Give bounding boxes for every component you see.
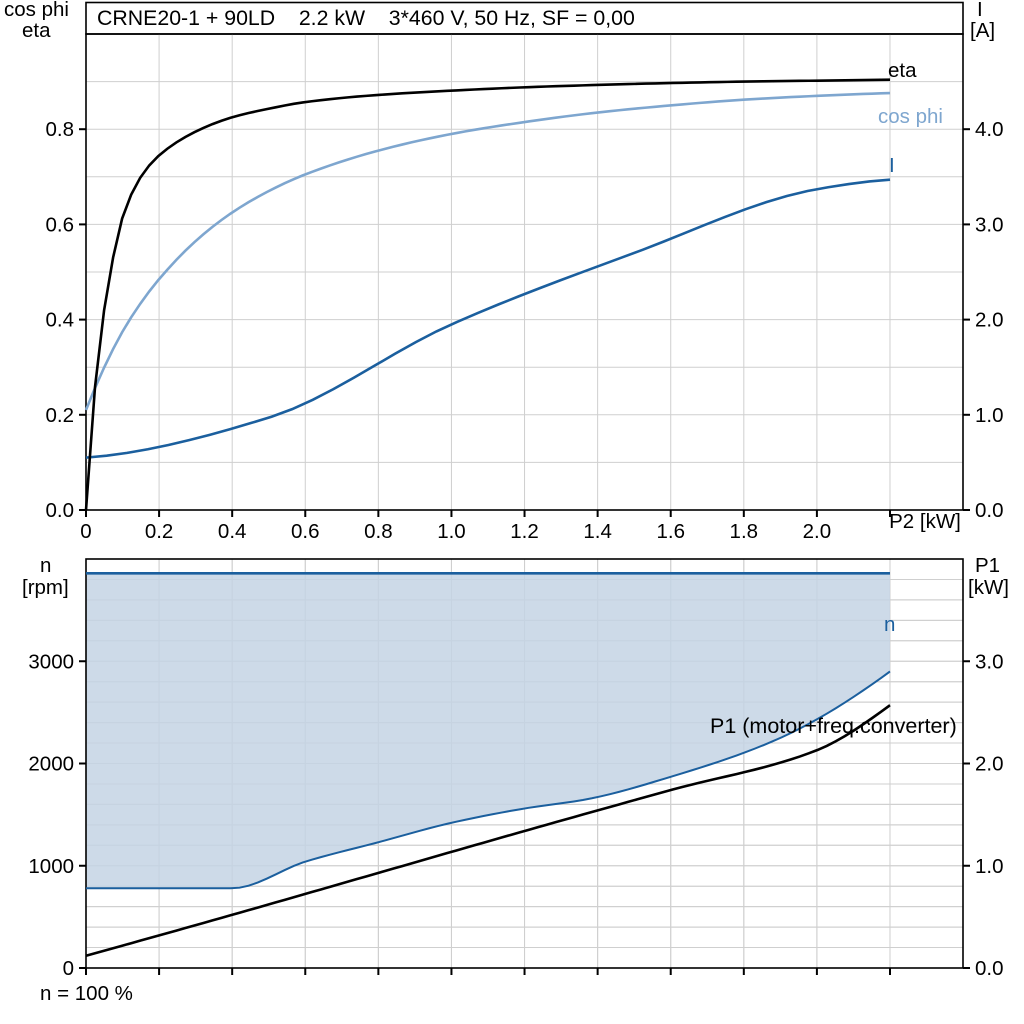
svg-text:4.0: 4.0 bbox=[975, 118, 1004, 141]
svg-text:3000: 3000 bbox=[28, 650, 74, 673]
svg-text:1.0: 1.0 bbox=[437, 520, 466, 543]
svg-text:1.2: 1.2 bbox=[510, 520, 539, 543]
svg-text:0.6: 0.6 bbox=[291, 520, 320, 543]
svg-text:0.6: 0.6 bbox=[46, 213, 75, 236]
svg-text:eta: eta bbox=[888, 59, 917, 82]
svg-text:0.0: 0.0 bbox=[46, 499, 75, 522]
svg-text:[kW]: [kW] bbox=[968, 576, 1009, 599]
svg-text:n: n bbox=[40, 554, 51, 577]
svg-text:cos phi: cos phi bbox=[878, 105, 943, 128]
svg-text:3.0: 3.0 bbox=[975, 213, 1004, 236]
svg-text:0.4: 0.4 bbox=[46, 309, 75, 332]
svg-text:1.8: 1.8 bbox=[730, 520, 759, 543]
svg-text:2.0: 2.0 bbox=[803, 520, 832, 543]
svg-text:0.2: 0.2 bbox=[46, 404, 75, 427]
svg-text:2.0: 2.0 bbox=[975, 753, 1004, 776]
svg-text:0.0: 0.0 bbox=[975, 499, 1004, 522]
svg-text:P1: P1 bbox=[975, 554, 1000, 577]
svg-text:n: n bbox=[884, 613, 895, 636]
svg-text:2.0: 2.0 bbox=[975, 309, 1004, 332]
svg-text:3.0: 3.0 bbox=[975, 650, 1004, 673]
svg-text:0.4: 0.4 bbox=[218, 520, 247, 543]
svg-text:cos phi: cos phi bbox=[4, 0, 69, 21]
svg-text:0.8: 0.8 bbox=[46, 118, 75, 141]
svg-text:I: I bbox=[977, 0, 983, 21]
svg-text:0.8: 0.8 bbox=[364, 520, 393, 543]
svg-text:1.0: 1.0 bbox=[975, 855, 1004, 878]
svg-text:CRNE20-1 + 90LD 2.2 kW 3: CRNE20-1 + 90LD 2.2 kW 3*460 V, 50 Hz, S… bbox=[97, 6, 635, 30]
svg-text:[A]: [A] bbox=[970, 19, 995, 42]
svg-text:1.6: 1.6 bbox=[656, 520, 685, 543]
svg-text:1000: 1000 bbox=[28, 855, 74, 878]
svg-text:1.4: 1.4 bbox=[583, 520, 612, 543]
svg-text:I: I bbox=[889, 154, 895, 177]
svg-text:0.0: 0.0 bbox=[975, 957, 1004, 980]
svg-text:0.2: 0.2 bbox=[145, 520, 174, 543]
svg-text:[rpm]: [rpm] bbox=[22, 576, 69, 599]
svg-text:0: 0 bbox=[63, 957, 74, 980]
svg-text:P1 (motor+freq.converter): P1 (motor+freq.converter) bbox=[710, 714, 957, 738]
svg-text:2000: 2000 bbox=[28, 753, 74, 776]
svg-text:n = 100 %: n = 100 % bbox=[40, 982, 133, 1005]
svg-text:0: 0 bbox=[80, 520, 91, 543]
svg-text:P2 [kW]: P2 [kW] bbox=[889, 510, 961, 533]
svg-text:1.0: 1.0 bbox=[975, 404, 1004, 427]
svg-text:eta: eta bbox=[22, 19, 51, 42]
